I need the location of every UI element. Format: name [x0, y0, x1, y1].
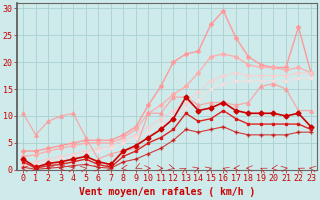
X-axis label: Vent moyen/en rafales ( km/h ): Vent moyen/en rafales ( km/h ): [79, 187, 255, 197]
